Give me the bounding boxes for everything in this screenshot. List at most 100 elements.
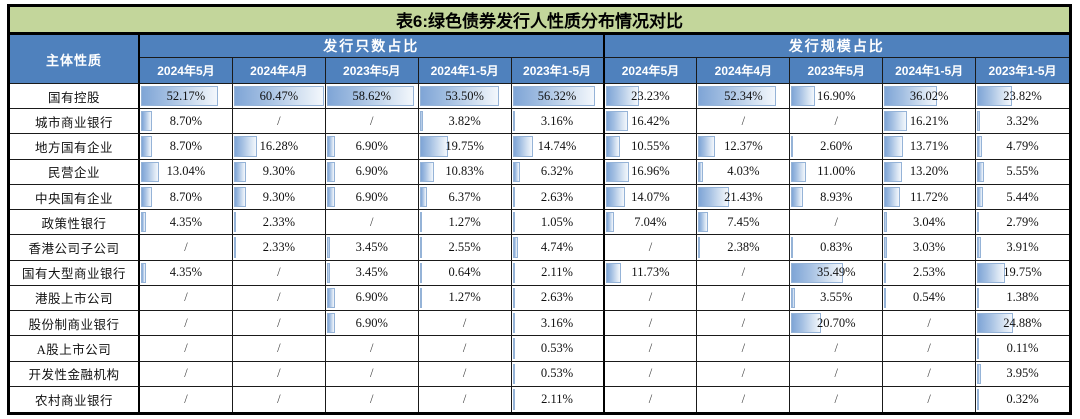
- data-cell: /: [325, 386, 419, 412]
- data-bar: [326, 287, 336, 309]
- data-bar: [141, 111, 153, 132]
- column-header: 2024年5月: [604, 58, 698, 84]
- data-cell: /: [418, 361, 512, 387]
- data-cell: /: [604, 235, 698, 261]
- data-cell: /: [790, 210, 884, 236]
- cell-missing-marker: /: [648, 366, 653, 381]
- data-bar: [419, 262, 422, 283]
- data-bar: [512, 237, 518, 258]
- cell-missing-marker: /: [277, 290, 281, 305]
- data-bar: [326, 86, 414, 107]
- cell-missing-marker: /: [834, 391, 838, 406]
- cell-missing-marker: /: [834, 366, 838, 381]
- data-bar: [791, 136, 794, 157]
- cell-value: 4.35%: [169, 214, 203, 229]
- data-cell: /: [325, 336, 419, 362]
- cell-value: 35.49%: [816, 265, 856, 280]
- cell-value: 6.90%: [355, 139, 388, 154]
- data-cell: 8.70%: [140, 134, 233, 160]
- cell-value: 16.96%: [631, 164, 670, 179]
- cell-value: 60.47%: [259, 88, 299, 103]
- data-bar: [884, 212, 887, 233]
- data-bar: [977, 212, 980, 233]
- data-cell: 2.55%: [418, 235, 512, 261]
- data-cell: 52.17%: [140, 84, 233, 110]
- column-header: 2024年1-5月: [883, 58, 977, 84]
- column-header: 2023年1-5月: [511, 58, 605, 84]
- data-bar: [605, 86, 639, 107]
- data-bar: [698, 212, 708, 233]
- cell-value: 19.75%: [445, 139, 484, 154]
- data-cell: 2.79%: [976, 210, 1069, 236]
- data-bar: [141, 86, 219, 107]
- data-cell: 2.63%: [511, 285, 605, 312]
- data-cell: 2.63%: [511, 184, 605, 211]
- data-cell: /: [325, 210, 419, 236]
- data-bar: [141, 212, 146, 233]
- data-cell: 6.37%: [418, 184, 512, 211]
- cell-missing-marker: /: [184, 391, 188, 406]
- cell-missing-marker: /: [834, 214, 838, 229]
- table-frame: 表6:绿色债券发行人性质分布情况对比 主体性质 发行只数占比 发行规模占比 20…: [7, 4, 1072, 415]
- data-cell: 3.03%: [883, 235, 977, 261]
- data-cell: /: [604, 285, 698, 312]
- data-cell: /: [418, 386, 512, 412]
- data-bar: [698, 237, 701, 258]
- data-cell: /: [604, 311, 698, 337]
- cell-value: 3.45%: [355, 239, 388, 254]
- column-header: 2024年4月: [232, 58, 326, 84]
- cell-value: 3.45%: [355, 265, 388, 280]
- cell-value: 6.90%: [355, 164, 388, 179]
- cell-missing-marker: /: [184, 366, 188, 381]
- data-cell: 14.74%: [511, 134, 605, 160]
- data-cell: 3.16%: [511, 311, 605, 337]
- data-cell: /: [790, 109, 884, 135]
- data-cell: /: [140, 361, 233, 387]
- data-bar: [233, 212, 236, 233]
- data-bar: [884, 86, 937, 107]
- cell-value: 8.70%: [169, 189, 203, 204]
- data-bar: [605, 212, 615, 233]
- data-cell: /: [697, 109, 791, 135]
- data-cell: 16.21%: [883, 109, 977, 135]
- cell-value: 13.04%: [166, 164, 206, 179]
- data-cell: 1.38%: [976, 285, 1069, 312]
- data-bar: [419, 212, 422, 233]
- data-cell: 0.83%: [790, 235, 884, 261]
- data-cell: 4.03%: [697, 159, 791, 185]
- data-cell: /: [325, 109, 419, 135]
- cell-missing-marker: /: [927, 315, 931, 330]
- data-cell: 21.43%: [697, 184, 791, 211]
- cell-value: 3.16%: [540, 315, 574, 330]
- cell-value: 6.32%: [540, 164, 574, 179]
- data-bar: [419, 111, 424, 132]
- data-bar: [605, 262, 622, 283]
- cell-value: 3.04%: [912, 214, 946, 229]
- cell-missing-marker: /: [648, 290, 653, 305]
- data-bar: [791, 287, 795, 309]
- cell-missing-marker: /: [741, 340, 746, 355]
- data-cell: 3.55%: [790, 285, 884, 312]
- data-cell: 1.27%: [418, 210, 512, 236]
- cell-missing-marker: /: [370, 340, 374, 355]
- data-bar: [791, 86, 815, 107]
- data-cell: /: [697, 311, 791, 337]
- corner-header-subject-nature: 主体性质: [10, 35, 140, 84]
- data-cell: 2.11%: [511, 386, 605, 412]
- cell-value: 11.00%: [817, 164, 856, 179]
- data-cell: /: [790, 336, 884, 362]
- data-bar: [419, 161, 435, 182]
- cell-value: 0.54%: [912, 290, 946, 305]
- data-cell: /: [232, 361, 326, 387]
- cell-value: 52.17%: [166, 88, 206, 103]
- data-bar: [512, 86, 596, 107]
- cell-missing-marker: /: [462, 391, 467, 406]
- data-cell: 3.16%: [511, 109, 605, 135]
- cell-missing-marker: /: [277, 315, 281, 330]
- cell-value: 0.53%: [540, 366, 574, 381]
- cell-value: 0.53%: [540, 340, 574, 355]
- data-cell: 3.91%: [976, 235, 1069, 261]
- data-cell: 8.93%: [790, 184, 884, 211]
- cell-value: 3.82%: [448, 113, 481, 128]
- data-cell: /: [418, 311, 512, 337]
